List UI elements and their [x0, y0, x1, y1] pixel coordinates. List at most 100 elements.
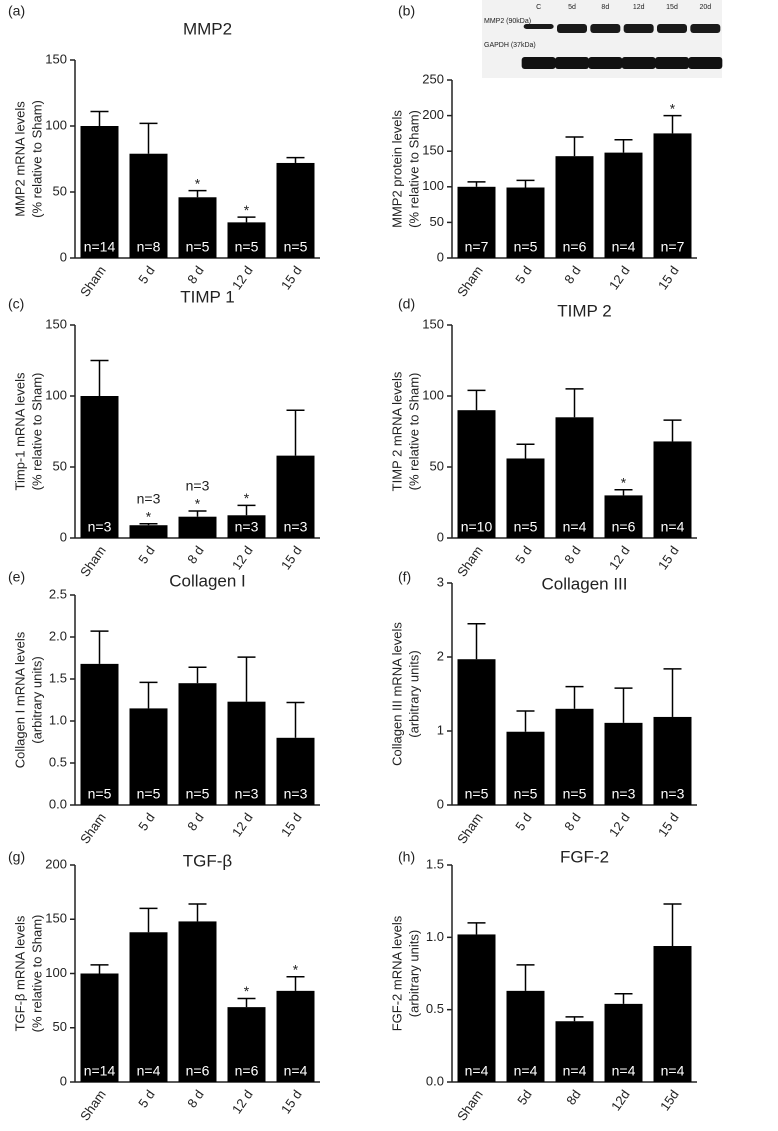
- y-tick-label: 200: [45, 856, 67, 871]
- x-tick-label: 8 d: [184, 1087, 207, 1110]
- x-tick-label: 15d: [657, 1087, 682, 1113]
- sample-size-label: n=4: [661, 519, 685, 535]
- panel-letter: (h): [398, 849, 415, 865]
- x-tick-label: 8 d: [561, 543, 584, 566]
- bar: [80, 973, 119, 1082]
- y-tick-label: 1: [437, 722, 444, 737]
- x-tick-label: Sham: [454, 810, 486, 846]
- significance-mark: *: [146, 509, 152, 525]
- chart-title: TIMP 2: [557, 301, 611, 320]
- bar: [457, 659, 496, 805]
- y-axis-label: Collagen III mRNA levels: [389, 622, 404, 766]
- y-axis-label: (arbitrary units): [406, 930, 421, 1017]
- bar: [80, 663, 119, 805]
- significance-mark: *: [244, 202, 250, 218]
- x-tick-label: 15 d: [278, 263, 305, 292]
- y-tick-label: 50: [53, 1019, 67, 1034]
- y-tick-label: 0: [437, 796, 444, 811]
- chart-title: TIMP 1: [180, 287, 234, 306]
- panel-letter: (g): [8, 849, 25, 865]
- sample-size-label: n=5: [88, 786, 112, 802]
- sample-size-label: n=3: [612, 786, 636, 802]
- chart-title: Collagen I: [169, 571, 246, 590]
- blot-lane-label: 15d: [666, 4, 678, 11]
- bar: [80, 126, 119, 258]
- sample-size-label: n=3: [284, 786, 308, 802]
- x-tick-label: Sham: [454, 543, 486, 579]
- y-tick-label: 150: [422, 143, 444, 158]
- bar: [129, 153, 168, 258]
- y-tick-label: 100: [422, 178, 444, 193]
- bar: [457, 934, 496, 1082]
- x-tick-label: Sham: [77, 543, 109, 579]
- sample-size-label: n=7: [465, 239, 489, 255]
- x-tick-label: 15 d: [278, 543, 305, 572]
- y-tick-label: 50: [430, 458, 444, 473]
- blot-band: [557, 24, 587, 33]
- panel-letter: (d): [398, 296, 415, 312]
- blot-band: [688, 57, 723, 69]
- panel-letter: (c): [8, 296, 24, 312]
- sample-size-label: n=6: [563, 239, 587, 255]
- chart-title: MMP2: [183, 19, 232, 38]
- y-axis-label: (% relative to Sham): [29, 373, 44, 491]
- x-tick-label: 8d: [563, 1087, 584, 1107]
- blot-row-label: GAPDH (37kDa): [484, 42, 536, 49]
- sample-size-label: n=6: [612, 519, 636, 535]
- blot-lane-label: 5d: [568, 4, 576, 11]
- sample-size-label: n=5: [514, 519, 538, 535]
- bar: [555, 417, 594, 538]
- x-tick-label: 12 d: [606, 810, 633, 839]
- bar: [653, 716, 692, 805]
- bar: [227, 701, 266, 805]
- blot-lane-label: C: [536, 4, 541, 11]
- sample-size-label: n=4: [612, 1063, 636, 1079]
- sample-size-label: n=4: [284, 1063, 308, 1079]
- x-tick-label: 5 d: [135, 810, 158, 833]
- chart-title: TGF-β: [183, 851, 233, 870]
- y-tick-label: 50: [53, 458, 67, 473]
- bar: [129, 525, 168, 538]
- sample-size-label: n=5: [514, 239, 538, 255]
- bar: [457, 410, 496, 538]
- bar: [178, 516, 217, 538]
- bar: [506, 731, 545, 805]
- bar: [276, 990, 315, 1082]
- y-axis-label: Timp-1 mRNA levels: [12, 372, 27, 490]
- x-tick-label: 12 d: [606, 263, 633, 292]
- significance-mark: *: [621, 474, 627, 490]
- y-tick-label: 200: [422, 107, 444, 122]
- sample-size-label: n=6: [235, 1063, 259, 1079]
- bar: [276, 162, 315, 258]
- x-tick-label: 8 d: [184, 810, 207, 833]
- sample-size-label: n=5: [284, 239, 308, 255]
- sample-size-label: n=3: [137, 491, 161, 507]
- bar: [457, 186, 496, 258]
- y-axis-label: FGF-2 mRNA levels: [389, 915, 404, 1031]
- y-tick-label: 1.0: [49, 712, 67, 727]
- y-tick-label: 0: [60, 1073, 67, 1088]
- significance-mark: *: [195, 175, 201, 191]
- y-tick-label: 0.0: [426, 1073, 444, 1088]
- x-tick-label: 15 d: [655, 810, 682, 839]
- sample-size-label: n=14: [84, 1063, 116, 1079]
- blot-band: [590, 24, 621, 33]
- bar: [555, 708, 594, 805]
- bar: [506, 458, 545, 538]
- y-tick-label: 100: [45, 117, 67, 132]
- bar: [129, 932, 168, 1082]
- y-tick-label: 100: [45, 387, 67, 402]
- bar: [555, 1021, 594, 1082]
- sample-size-label: n=4: [612, 239, 636, 255]
- bar: [129, 708, 168, 805]
- y-tick-label: 100: [45, 965, 67, 980]
- sample-size-label: n=4: [563, 519, 587, 535]
- sample-size-label: n=5: [563, 786, 587, 802]
- sample-size-label: n=3: [88, 519, 112, 535]
- y-tick-label: 150: [422, 316, 444, 331]
- y-axis-label: (% relative to Sham): [406, 110, 421, 228]
- sample-size-label: n=3: [284, 519, 308, 535]
- y-tick-label: 0: [437, 249, 444, 264]
- y-tick-label: 2: [437, 648, 444, 663]
